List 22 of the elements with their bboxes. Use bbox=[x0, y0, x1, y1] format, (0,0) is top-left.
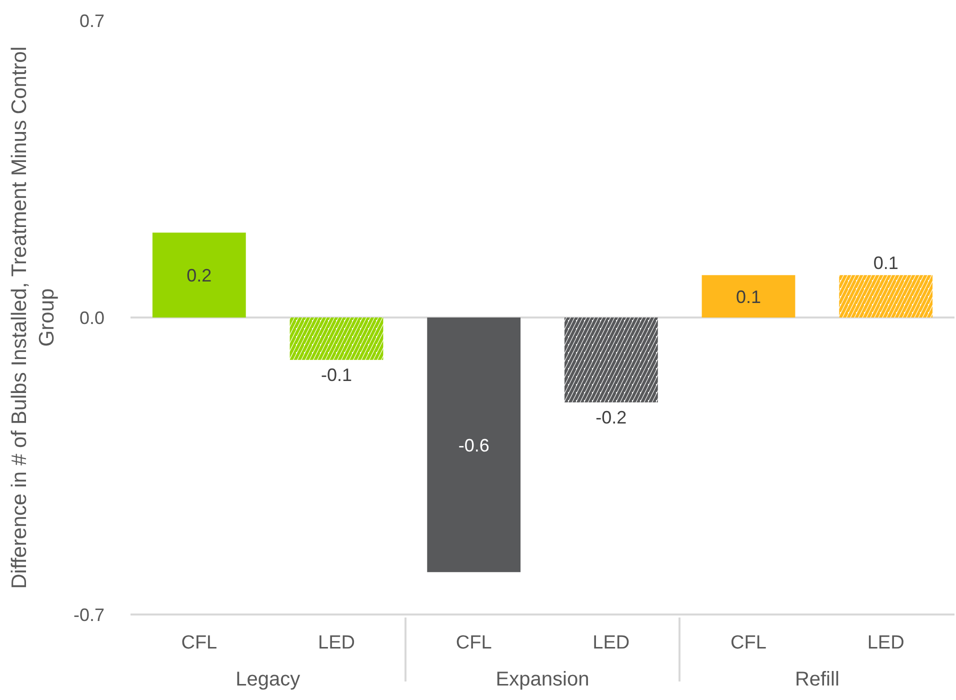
data-label: 0.2 bbox=[186, 266, 212, 286]
x-tick-label: Refill bbox=[794, 668, 840, 690]
data-label: -0.2 bbox=[596, 407, 627, 428]
bar bbox=[427, 318, 521, 572]
y-tick-label: -0.7 bbox=[73, 605, 105, 625]
y-tick-label: 0.0 bbox=[79, 308, 105, 328]
text: LED bbox=[318, 632, 355, 654]
text: CFL bbox=[456, 632, 492, 654]
bar bbox=[702, 275, 796, 318]
x-tick-label: Expansion bbox=[496, 668, 590, 690]
text: CFL bbox=[181, 632, 218, 654]
x-tick-label: Legacy bbox=[236, 668, 300, 690]
data-label: -0.1 bbox=[320, 364, 352, 385]
data-label: -0.6 bbox=[458, 435, 490, 456]
bar bbox=[152, 232, 246, 318]
y-tick-label: 0.7 bbox=[79, 11, 105, 31]
data-label: 0.1 bbox=[736, 286, 762, 307]
text: LED bbox=[867, 632, 904, 654]
text: LED bbox=[592, 632, 630, 654]
data-label: 0.1 bbox=[873, 253, 898, 274]
y-axis-title: Difference in # of Bulbs Installed, Treatment Minus Control Group bbox=[8, 46, 58, 589]
text: CFL bbox=[730, 632, 766, 654]
